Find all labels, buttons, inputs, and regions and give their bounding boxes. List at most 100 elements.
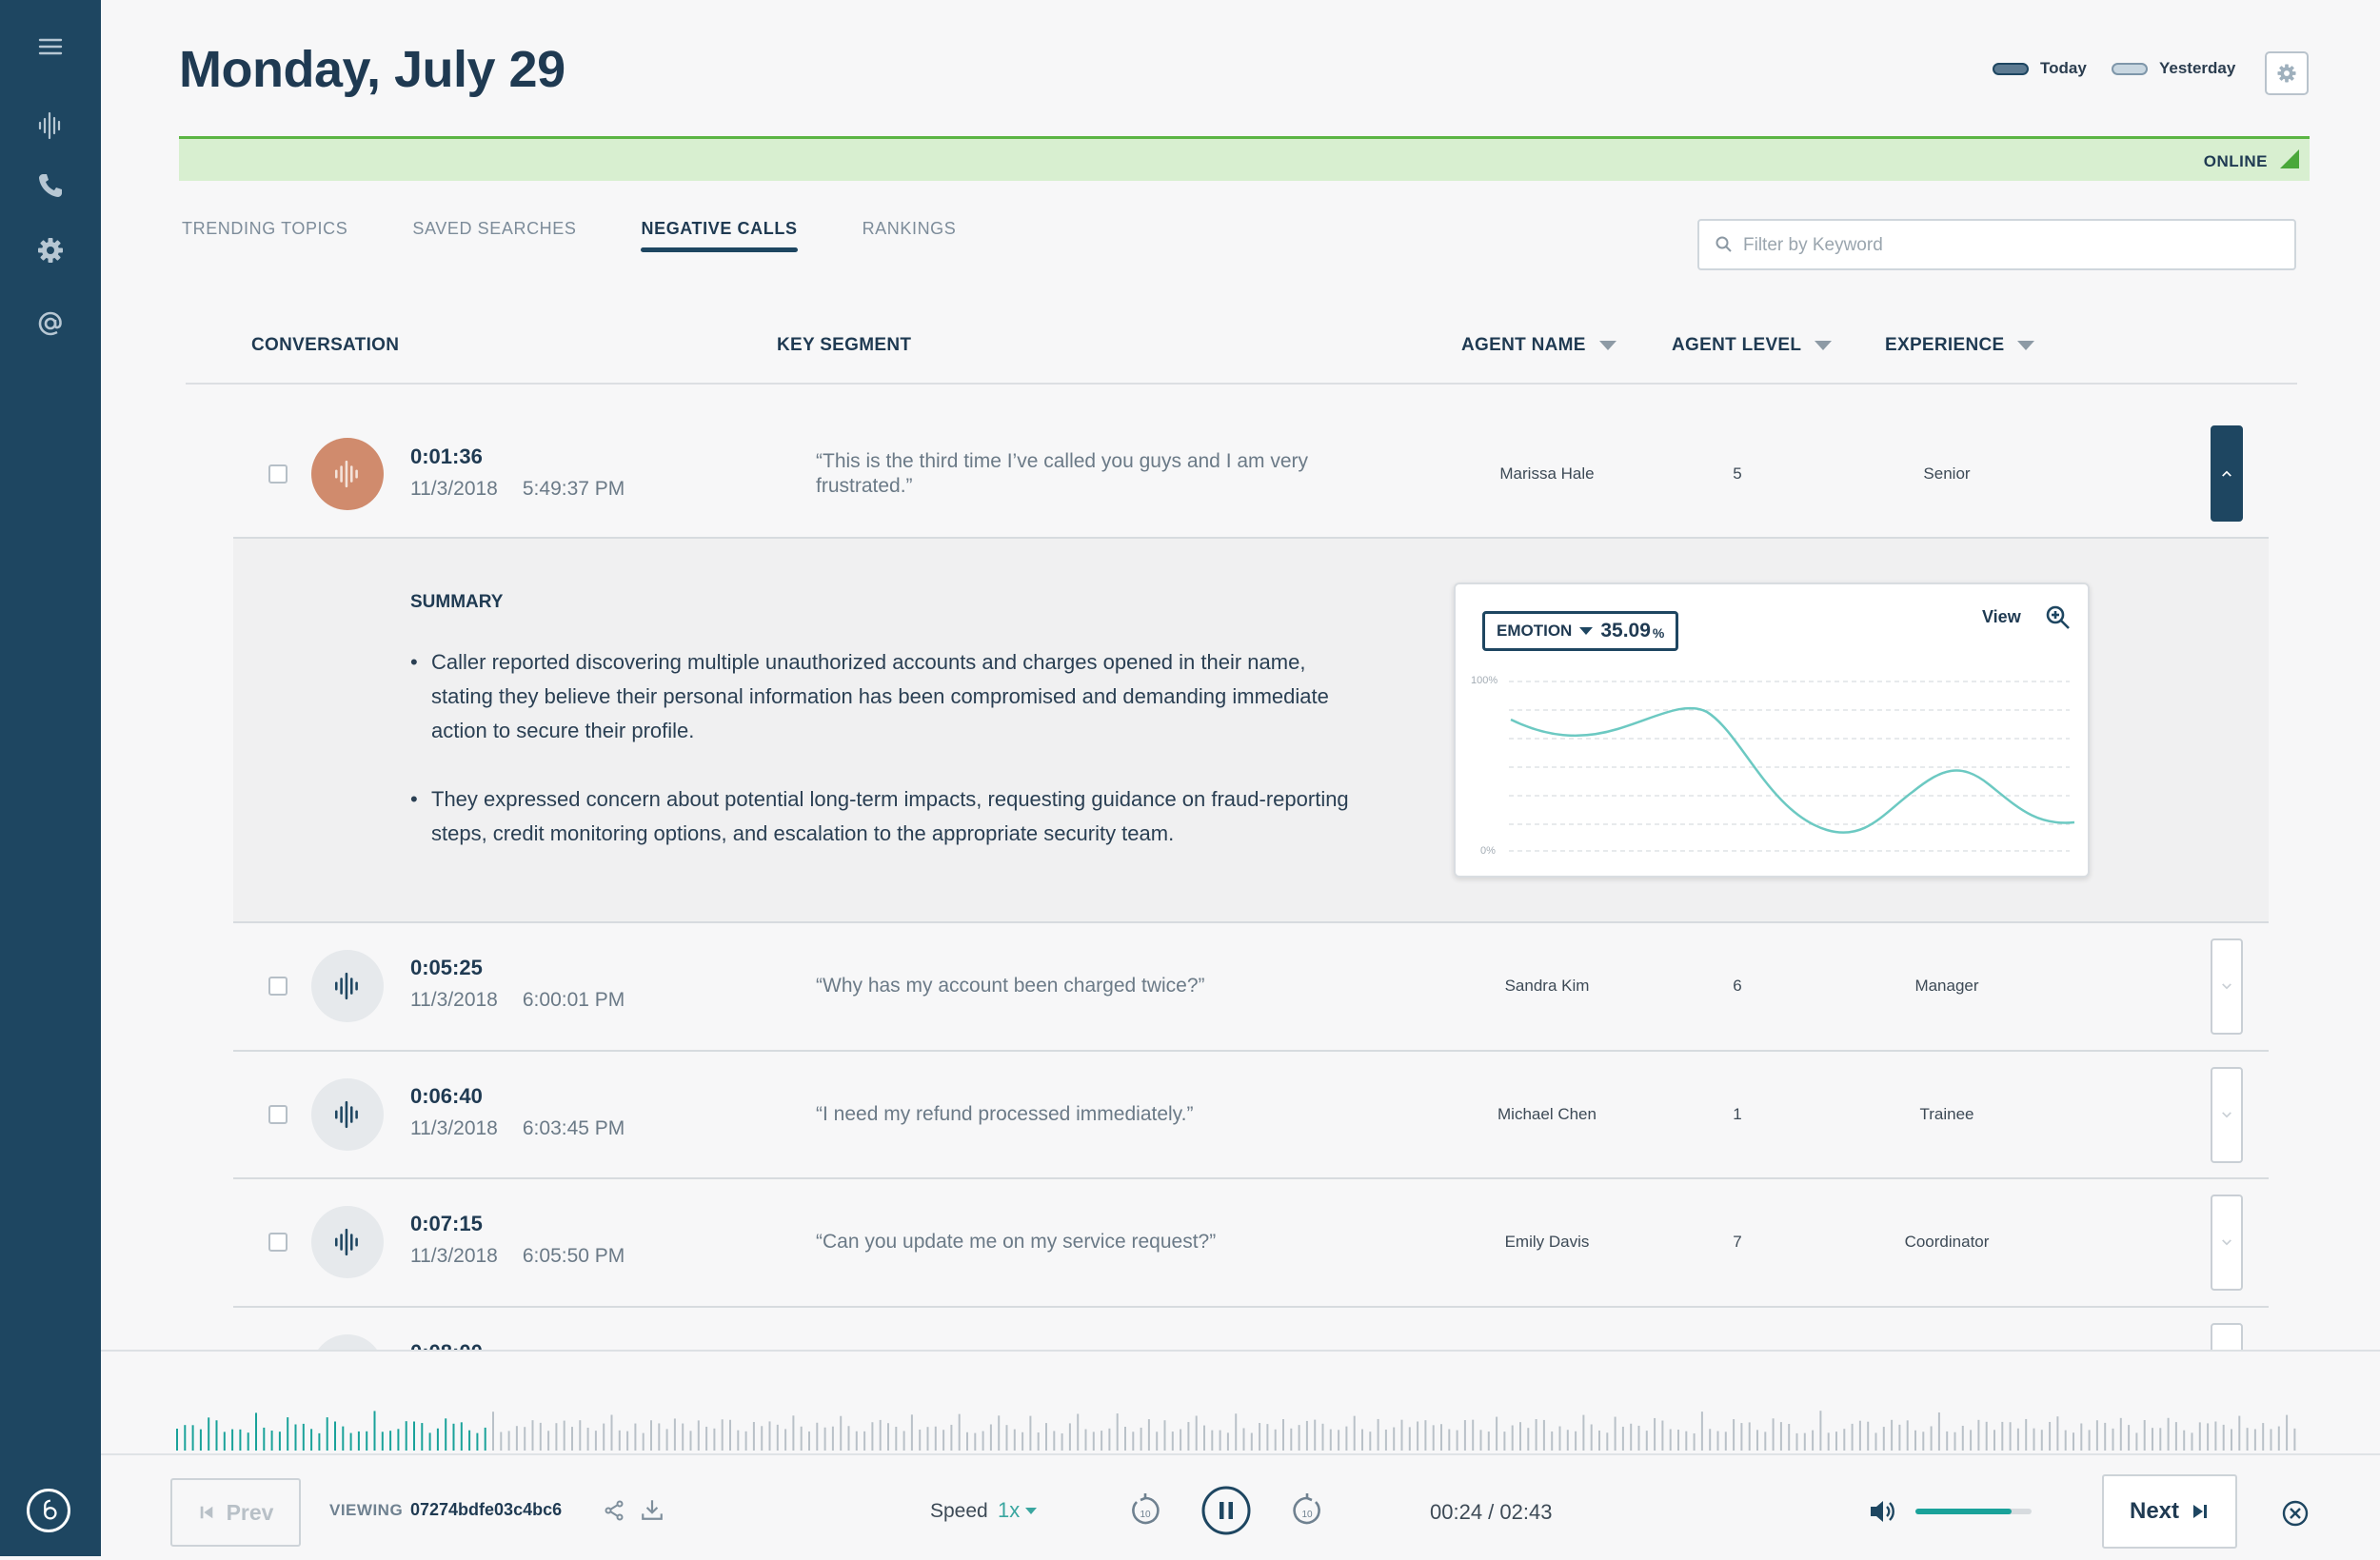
volume-slider[interactable] [1915,1509,2032,1514]
chevron-up-icon [2222,470,2231,477]
phone-icon[interactable] [31,167,69,205]
emotion-chart: 100% 0% [1471,675,2075,857]
legend-yesterday[interactable]: Yesterday [2112,59,2235,78]
tab-trending-topics[interactable]: TRENDING TOPICS [182,219,348,238]
zoom-in-icon[interactable] [2044,603,2073,632]
viewing-label: VIEWING [329,1501,404,1519]
expand-button[interactable] [2211,938,2243,1035]
next-button[interactable]: Next [2102,1474,2237,1549]
legend-today[interactable]: Today [1993,59,2087,78]
chevron-down-icon [2222,1239,2231,1246]
collapse-button[interactable] [2211,425,2243,522]
tab-negative-calls[interactable]: NEGATIVE CALLS [641,219,798,252]
player-controls: Prev VIEWING 07274bdfe03c4bc6 Speed 1x 1… [101,1453,2380,1560]
audio-avatar[interactable] [311,438,384,510]
speed-select[interactable]: 1x [998,1498,1038,1523]
speed-label: Speed [930,1500,988,1522]
audio-avatar[interactable] [311,1206,384,1278]
row-checkbox[interactable] [268,1233,288,1252]
skip-back-icon [200,1506,212,1519]
row-checkbox[interactable] [268,464,288,484]
expand-button[interactable] [2211,1195,2243,1291]
emotion-unit: % [1652,625,1665,641]
tab-rankings[interactable]: RANKINGS [862,219,957,238]
at-sign-icon[interactable] [31,305,69,343]
agent-level: 7 [1733,1233,1742,1251]
sort-caret-icon [2017,341,2035,350]
gear-icon[interactable] [31,231,69,269]
emotion-selector[interactable]: EMOTION 35.09 % [1482,611,1679,651]
table-row[interactable]: 0:05:25 11/3/2018 6:00:01 PM “Why has my … [233,923,2269,1052]
status-text: ONLINE [2203,152,2268,170]
call-datetime: 11/3/2018 6:03:45 PM [410,1117,649,1140]
rewind-10-icon[interactable]: 10 [1127,1492,1163,1529]
viewing-id: 07274bdfe03c4bc6 [410,1500,563,1519]
column-agent-name[interactable]: AGENT NAME [1461,335,1616,356]
emotion-label: EMOTION [1497,622,1573,640]
page-title: Monday, July 29 [179,41,565,98]
row-divider [233,1050,2269,1052]
audio-avatar[interactable] [311,950,384,1022]
expand-button[interactable] [2211,1067,2243,1163]
table-row[interactable]: 0:01:36 11/3/2018 5:49:37 PM “This is the… [233,409,2269,539]
table-row[interactable]: 0:06:40 11/3/2018 6:03:45 PM “I need my r… [233,1052,2269,1179]
view-link[interactable]: View [1982,607,2021,626]
row-divider [233,1306,2269,1308]
dropdown-caret-icon [1025,1507,1038,1514]
search-input[interactable] [1741,221,2278,270]
summary-bullet: Caller reported discovering multiple una… [410,645,1362,748]
tab-bar: TRENDING TOPICS SAVED SEARCHES NEGATIVE … [182,219,1021,252]
column-experience[interactable]: EXPERIENCE [1885,335,2035,356]
tab-saved-searches[interactable]: SAVED SEARCHES [412,219,577,238]
key-segment-quote: “I need my refund processed immediately.… [816,1103,1194,1125]
speed-value: 1x [998,1498,1021,1522]
call-time: 5:49:37 PM [522,478,625,500]
call-duration: 0:06:40 [410,1084,483,1108]
skip-forward-icon [2193,1505,2208,1518]
agent-level: 1 [1733,1105,1742,1123]
volume-fill [1915,1509,2013,1514]
agent-level: 5 [1733,464,1742,483]
close-icon[interactable] [2281,1499,2310,1528]
volume-icon[interactable] [1867,1496,1897,1527]
waveform-icon [334,460,358,488]
legend-today-label: Today [2040,59,2087,77]
search-icon [1716,236,1732,252]
agent-name: Marissa Hale [1499,464,1595,483]
row-checkbox[interactable] [268,977,288,996]
waveform-icon[interactable] [31,107,69,145]
audio-player: Prev VIEWING 07274bdfe03c4bc6 Speed 1x 1… [101,1350,2380,1560]
audio-avatar[interactable] [311,1078,384,1151]
table-row[interactable]: 0:07:15 11/3/2018 6:05:50 PM “Can you upd… [233,1179,2269,1308]
next-label: Next [2129,1498,2180,1524]
key-segment-quote: “Why has my account been charged twice?” [816,975,1205,997]
prev-button[interactable]: Prev [170,1478,301,1547]
column-key-segment: KEY SEGMENT [777,335,911,356]
logo-icon [27,1489,70,1532]
emotion-y-max: 100% [1471,675,1497,686]
legend-yesterday-swatch [2112,62,2148,75]
waveform-icon [334,1100,358,1129]
legend-today-swatch [1993,62,2029,75]
column-conversation: CONVERSATION [251,335,399,356]
call-date: 11/3/2018 [410,989,498,1011]
call-duration: 0:07:15 [410,1212,483,1235]
waveform-icon [334,972,358,1000]
call-time: 6:03:45 PM [522,1117,625,1139]
download-icon[interactable] [640,1497,664,1522]
forward-10-icon[interactable]: 10 [1289,1492,1325,1529]
call-time: 6:05:50 PM [522,1245,625,1267]
audio-waveform[interactable] [101,1352,2380,1453]
pause-icon[interactable] [1200,1485,1252,1536]
call-date: 11/3/2018 [410,1245,498,1267]
sort-caret-icon [1598,341,1616,350]
column-agent-level[interactable]: AGENT LEVEL [1672,335,1833,356]
svg-text:10: 10 [1301,1510,1313,1520]
settings-button[interactable] [2265,51,2309,95]
share-icon[interactable] [603,1499,625,1522]
column-experience-label: EXPERIENCE [1885,335,2005,355]
signal-icon [2280,149,2299,168]
row-checkbox[interactable] [268,1105,288,1124]
menu-icon[interactable] [31,28,69,66]
agent-experience: Coordinator [1904,1233,1990,1251]
